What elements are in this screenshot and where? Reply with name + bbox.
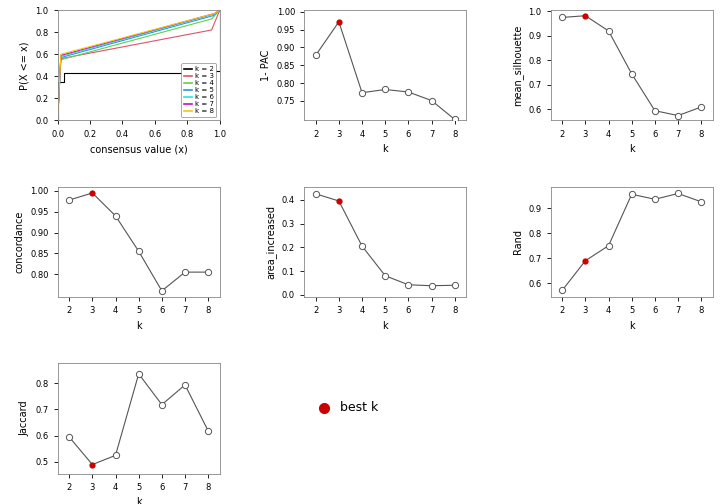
Y-axis label: mean_silhouette: mean_silhouette (512, 25, 523, 106)
Legend: k = 2, k = 3, k = 4, k = 5, k = 6, k = 7, k = 8: k = 2, k = 3, k = 4, k = 5, k = 6, k = 7… (181, 63, 216, 117)
X-axis label: k: k (382, 321, 388, 331)
Y-axis label: P(X <= x): P(X <= x) (19, 41, 30, 90)
X-axis label: k: k (136, 321, 142, 331)
Y-axis label: concordance: concordance (14, 211, 24, 273)
X-axis label: k: k (382, 144, 388, 154)
Text: best k: best k (340, 401, 378, 414)
X-axis label: k: k (136, 497, 142, 504)
Y-axis label: Jaccard: Jaccard (19, 401, 30, 436)
X-axis label: k: k (629, 144, 634, 154)
Y-axis label: 1- PAC: 1- PAC (261, 49, 271, 81)
Y-axis label: Rand: Rand (513, 229, 523, 255)
X-axis label: consensus value (x): consensus value (x) (90, 144, 188, 154)
X-axis label: k: k (629, 321, 634, 331)
Y-axis label: area_increased: area_increased (266, 205, 276, 279)
